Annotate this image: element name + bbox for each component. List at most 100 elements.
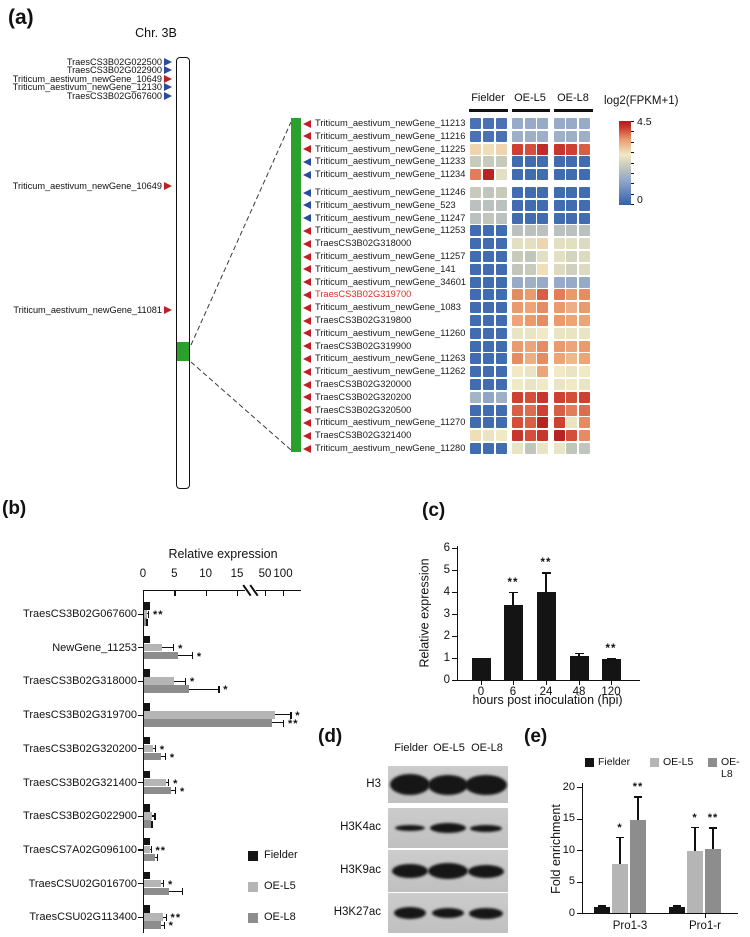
heatmap-row-arrow-icon — [303, 278, 311, 287]
chromosome-gene-label: Triticum_aestivum_newGene_12130 — [12, 82, 162, 92]
panel-e-legend-label: Fielder — [598, 756, 631, 768]
heatmap-cell — [495, 340, 507, 352]
heatmap-row-arrow-icon — [303, 119, 311, 128]
colorbar-tick — [631, 183, 634, 185]
heatmap-cell — [566, 225, 578, 237]
heatmap-cell — [566, 169, 578, 181]
heatmap-cell — [537, 263, 549, 275]
heatmap-cell — [537, 443, 549, 454]
colorbar — [619, 121, 631, 205]
heatmap-cell — [566, 289, 578, 301]
panel-b-error-bar — [162, 916, 167, 918]
heatmap-cell — [524, 302, 536, 314]
heatmap-region-bar — [291, 118, 301, 452]
panel-c-bar — [569, 655, 589, 680]
heatmap-row-label: Triticum_aestivum_newGene_11234 — [315, 169, 466, 180]
heatmap-cell — [579, 263, 591, 275]
panel-e-y-tick-label: 15 — [562, 812, 575, 824]
heatmap-cell — [470, 417, 481, 429]
panel-c-x-axis — [457, 680, 640, 682]
panel-e-bar — [612, 864, 628, 913]
heatmap-row-arrow-icon — [303, 431, 311, 440]
heatmap-cell — [495, 302, 507, 314]
heatmap-cell — [566, 404, 578, 416]
panel-b-tick-label: 0 — [139, 568, 147, 580]
heatmap-cell — [511, 430, 523, 442]
heatmap-cell — [537, 302, 549, 314]
panel-b-tick-label: 5 — [171, 568, 178, 580]
heatmap-cell — [553, 417, 565, 429]
heatmap-cell — [553, 366, 565, 378]
panel-c-x-tick — [481, 681, 483, 685]
panel-b-significance: ** — [155, 844, 167, 857]
panel-b-bar — [144, 711, 275, 719]
heatmap-cell — [470, 238, 481, 250]
panel-d-header-oe-l5: OE-L5 — [433, 742, 465, 754]
heatmap-row-arrow-icon — [303, 290, 311, 299]
colorbar-min-label: 0 — [637, 194, 643, 206]
heatmap-cell — [482, 353, 494, 365]
heatmap-cell — [470, 187, 481, 198]
heatmap-cell — [495, 366, 507, 378]
blot-row-label: H3K9ac — [340, 864, 381, 876]
panel-b-gene-label: TraesCS3B02G022900 — [23, 810, 137, 823]
panel-b-gene-label: TraesCS7A02G096100 — [23, 843, 137, 856]
heatmap-cell — [537, 353, 549, 365]
panel-b-error-cap — [168, 779, 170, 786]
panel-b-tick — [283, 591, 285, 596]
panel-b-error-cap — [191, 652, 194, 660]
heatmap-row-label: Triticum_aestivum_newGene_11260 — [315, 327, 466, 338]
heatmap-row-label: TraesCS3B02G320200 — [315, 391, 412, 402]
panel-b-bar — [144, 845, 150, 854]
heatmap-cell — [537, 327, 549, 339]
panel-b-bar — [144, 871, 151, 880]
chromosome-gene-label: Triticum_aestivum_newGene_11081 — [13, 305, 162, 315]
panel-c-error-cap — [606, 657, 616, 659]
gene-marker-arrow-icon — [164, 66, 172, 74]
panel-b-error-cap — [181, 888, 184, 896]
heatmap-group-label: OE-L5 — [514, 92, 546, 104]
heatmap-cell — [511, 327, 523, 339]
blot-band — [470, 824, 502, 832]
heatmap-cell — [470, 251, 481, 262]
panel-e-legend-swatch — [585, 758, 594, 767]
panel-e-significance: ** — [707, 812, 719, 825]
heatmap-cell — [495, 353, 507, 365]
panel-e-error-bar — [637, 796, 639, 820]
colorbar-tick — [631, 204, 634, 206]
panel-c-x-tick — [611, 681, 613, 685]
heatmap-cell — [511, 187, 523, 198]
panel-b-bar — [144, 837, 151, 846]
heatmap-cell — [524, 417, 536, 429]
heatmap-row-label: Triticum_aestivum_newGene_141 — [315, 263, 456, 274]
heatmap-cell — [524, 143, 536, 155]
heatmap-cell — [482, 443, 494, 454]
heatmap-cell — [537, 251, 549, 262]
panel-c-error-bar — [578, 652, 580, 656]
heatmap-cell — [511, 315, 523, 326]
panel-b-error-cap — [156, 854, 159, 862]
heatmap-cell — [524, 130, 536, 142]
heatmap-cell — [524, 263, 536, 275]
heatmap-cell — [482, 118, 494, 129]
blot-band — [390, 774, 430, 795]
colorbar-title: log2(FPKM+1) — [604, 95, 679, 107]
panel-b-bar — [144, 685, 190, 693]
panel-c-error-cap — [541, 572, 551, 574]
panel-b-gene-label: TraesCSU02G113400 — [29, 911, 137, 924]
panel-b-bar — [144, 736, 151, 745]
heatmap-cell — [524, 391, 536, 403]
heatmap-cell — [511, 340, 523, 352]
panel-b-error-bar — [165, 781, 170, 783]
heatmap-cell — [482, 263, 494, 275]
heatmap-cell — [495, 118, 507, 129]
panel-b-bar — [144, 812, 152, 820]
heatmap-cell — [579, 169, 591, 181]
heatmap-cell — [511, 443, 523, 454]
panel-e-x-tick — [705, 914, 707, 918]
panel-e-x-tick-label: Pro1-r — [689, 920, 721, 932]
panel-b-bar — [144, 853, 155, 862]
panel-c-error-cap — [574, 652, 584, 654]
panel-label-c: (c) — [422, 500, 446, 521]
